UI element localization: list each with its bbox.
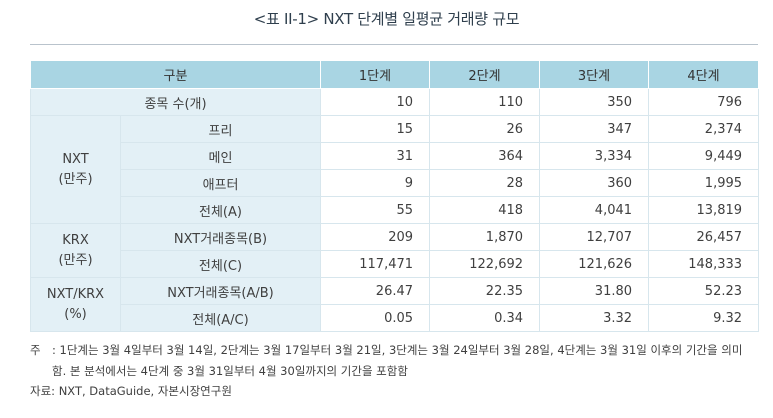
header-stage-1: 1단계 (320, 60, 431, 89)
table-row: 전체(C) 117,471 122,692 121,626 148,333 (31, 250, 760, 278)
table-title: <표 II-1> NXT 단계별 일평균 거래량 규모 (253, 10, 520, 28)
row-label: 전체(A/C) (119, 304, 322, 332)
cell-value: 9,449 (648, 142, 760, 170)
cell-value: 10 (320, 88, 431, 116)
table-row: 전체(A) 55 418 4,041 13,819 (31, 196, 760, 224)
cell-value: 26.47 (320, 277, 431, 305)
row-label: 애프터 (119, 169, 322, 197)
cell-value: 0.34 (429, 304, 541, 332)
cell-value: 418 (429, 196, 541, 224)
cell-value: 15 (320, 115, 431, 143)
header-row: 구분 1단계 2단계 3단계 4단계 (29, 60, 760, 89)
group-label-line: NXT/KRX (46, 286, 105, 302)
row-label: 전체(A) (119, 196, 322, 224)
cell-value: 117,471 (320, 250, 431, 278)
header-stage-3: 3단계 (539, 60, 650, 89)
cell-value: 4,041 (539, 196, 650, 224)
cell-value: 52.23 (648, 277, 760, 305)
footnote-label: 주 (30, 343, 41, 357)
row-label: NXT거래종목(B) (119, 223, 322, 251)
table-row: NXT/KRX (%) NXT거래종목(A/B) 26.47 22.35 31.… (30, 277, 760, 332)
header-stage-2: 2단계 (429, 60, 541, 89)
cell-value: 9 (320, 169, 431, 197)
group-label-krx: KRX (만주) (30, 223, 121, 278)
cell-value: 2,374 (648, 115, 760, 143)
cell-value: 26,457 (648, 223, 760, 251)
table-row: 메인 31 364 3,334 9,449 (31, 142, 760, 170)
group-label-unit: (%) (64, 306, 87, 322)
group-label-unit: (만주) (58, 252, 93, 268)
cell-value: 350 (539, 88, 650, 116)
cell-value: 122,692 (429, 250, 541, 278)
cell-value: 1,995 (648, 169, 760, 197)
table-row: 종목 수(개) 10 110 350 796 (29, 88, 760, 116)
row-label: 메인 (119, 142, 322, 170)
cell-value: 0.05 (320, 304, 431, 332)
cell-value: 3,334 (539, 142, 650, 170)
cell-value: 3.32 (539, 304, 650, 332)
table-row: 애프터 9 28 360 1,995 (31, 169, 760, 197)
cell-value: 209 (320, 223, 431, 251)
row-label: 전체(C) (119, 250, 322, 278)
row-label: 프리 (119, 115, 322, 143)
cell-value: 360 (539, 169, 650, 197)
footnote-line-1: : 1단계는 3월 4일부터 3월 14일, 2단계는 3월 17일부터 3월 … (52, 343, 743, 357)
header-stage-4: 4단계 (648, 60, 760, 89)
group-label-ratio: NXT/KRX (%) (30, 277, 121, 332)
group-label-unit: (만주) (58, 171, 93, 187)
footnote-line-2: 함. 본 분석에서는 4단계 중 3월 31일부터 4월 30일까지의 기간을 … (52, 364, 408, 378)
volume-table: 구분 1단계 2단계 3단계 4단계 종목 수(개) 10 110 350 79… (29, 60, 760, 332)
cell-value: 110 (429, 88, 541, 116)
cell-value: 121,626 (539, 250, 650, 278)
table-row: NXT (만주) 프리 15 26 347 2,374 (30, 115, 760, 224)
group-label-line: NXT (62, 151, 89, 167)
cell-value: 26 (429, 115, 541, 143)
cell-value: 55 (320, 196, 431, 224)
table-row: 전체(A/C) 0.05 0.34 3.32 9.32 (31, 304, 760, 332)
cell-value: 28 (429, 169, 541, 197)
row-label: NXT거래종목(A/B) (119, 277, 322, 305)
cell-value: 148,333 (648, 250, 760, 278)
footnote: 주 : 1단계는 3월 4일부터 3월 14일, 2단계는 3월 17일부터 3… (30, 340, 758, 382)
cell-value: 347 (539, 115, 650, 143)
cell-value: 1,870 (429, 223, 541, 251)
cell-value: 796 (648, 88, 760, 116)
group-label-nxt: NXT (만주) (30, 115, 121, 224)
cell-value: 13,819 (648, 196, 760, 224)
header-category: 구분 (29, 60, 322, 89)
cell-value: 31 (320, 142, 431, 170)
cell-value: 31.80 (539, 277, 650, 305)
cell-value: 12,707 (539, 223, 650, 251)
source-note: 자료: NXT, DataGuide, 자본시장연구원 (30, 384, 232, 398)
cell-value: 364 (429, 142, 541, 170)
row-label: 종목 수(개) (29, 88, 322, 116)
table-row: KRX (만주) NXT거래종목(B) 209 1,870 12,707 26,… (30, 223, 760, 278)
group-label-line: KRX (62, 232, 89, 248)
title-divider (30, 44, 758, 45)
cell-value: 22.35 (429, 277, 541, 305)
cell-value: 9.32 (648, 304, 760, 332)
